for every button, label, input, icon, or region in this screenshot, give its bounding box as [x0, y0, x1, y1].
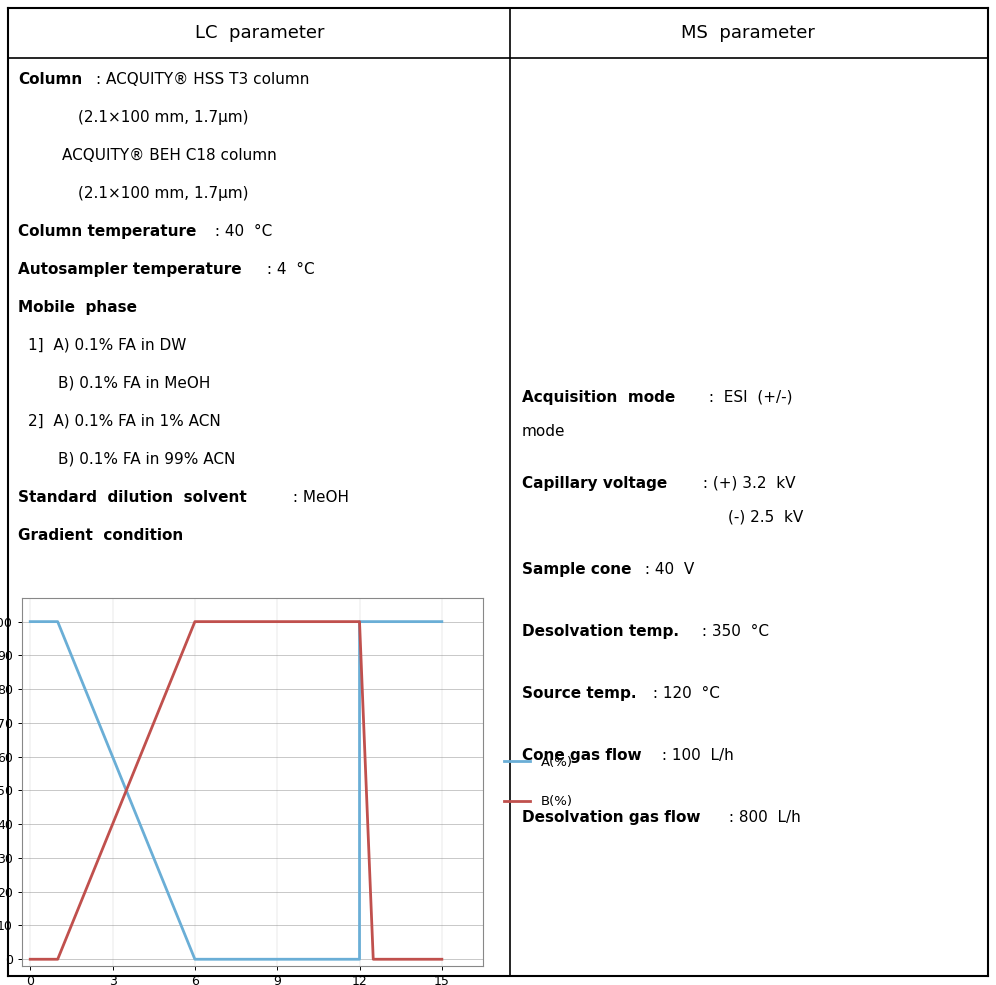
Text: : 40  °C: : 40 °C	[210, 224, 272, 239]
Text: : 350  °C: : 350 °C	[697, 624, 769, 639]
A(%)	[189, 953, 201, 965]
B(%)	[189, 616, 201, 627]
Text: Desolvation gas flow: Desolvation gas flow	[522, 810, 700, 825]
A(%)	[354, 953, 366, 965]
B(%)	[52, 953, 64, 965]
Text: (2.1×100 mm, 1.7μm): (2.1×100 mm, 1.7μm)	[78, 186, 248, 201]
Text: : 4  °C: : 4 °C	[262, 262, 315, 277]
Legend: A(%), B(%): A(%), B(%)	[499, 751, 579, 814]
Text: Mobile  phase: Mobile phase	[18, 300, 137, 315]
Text: Column temperature: Column temperature	[18, 224, 196, 239]
Line: A(%): A(%)	[30, 622, 442, 959]
Text: : ACQUITY® HSS T3 column: : ACQUITY® HSS T3 column	[96, 72, 310, 87]
Text: B) 0.1% FA in MeOH: B) 0.1% FA in MeOH	[58, 376, 210, 391]
A(%)	[24, 616, 36, 627]
Text: Cone gas flow: Cone gas flow	[522, 748, 641, 763]
Text: Capillary voltage: Capillary voltage	[522, 476, 667, 491]
Text: (-) 2.5  kV: (-) 2.5 kV	[728, 510, 803, 525]
Text: Column: Column	[18, 72, 83, 87]
Text: 1]  A) 0.1% FA in DW: 1] A) 0.1% FA in DW	[28, 338, 186, 353]
B(%)	[24, 953, 36, 965]
Text: Desolvation temp.: Desolvation temp.	[522, 624, 679, 639]
A(%)	[52, 616, 64, 627]
Text: Gradient  condition: Gradient condition	[18, 528, 183, 543]
B(%)	[436, 953, 448, 965]
Text: (2.1×100 mm, 1.7μm): (2.1×100 mm, 1.7μm)	[78, 110, 248, 125]
B(%)	[354, 616, 366, 627]
Text: Standard  dilution  solvent: Standard dilution solvent	[18, 490, 247, 505]
Text: : (+) 3.2  kV: : (+) 3.2 kV	[698, 476, 796, 491]
A(%)	[436, 616, 448, 627]
Text: ACQUITY® BEH C18 column: ACQUITY® BEH C18 column	[62, 148, 277, 163]
Text: Sample cone: Sample cone	[522, 562, 631, 577]
Text: : 800  L/h: : 800 L/h	[724, 810, 801, 825]
Text: LC  parameter: LC parameter	[195, 24, 325, 42]
Line: B(%): B(%)	[30, 622, 442, 959]
Text: 2]  A) 0.1% FA in 1% ACN: 2] A) 0.1% FA in 1% ACN	[28, 414, 221, 429]
A(%)	[354, 616, 366, 627]
Text: Acquisition  mode: Acquisition mode	[522, 390, 675, 405]
B(%)	[368, 953, 379, 965]
Text: : 100  L/h: : 100 L/h	[657, 748, 734, 763]
Text: : 120  °C: : 120 °C	[648, 686, 720, 701]
Text: : MeOH: : MeOH	[288, 490, 349, 505]
Text: MS  parameter: MS parameter	[681, 24, 815, 42]
Text: :  ESI  (+/-): : ESI (+/-)	[704, 390, 793, 405]
Text: : 40  V: : 40 V	[640, 562, 694, 577]
Text: Autosampler temperature: Autosampler temperature	[18, 262, 242, 277]
Text: B) 0.1% FA in 99% ACN: B) 0.1% FA in 99% ACN	[58, 452, 235, 467]
Text: mode: mode	[522, 424, 566, 439]
Text: Source temp.: Source temp.	[522, 686, 636, 701]
